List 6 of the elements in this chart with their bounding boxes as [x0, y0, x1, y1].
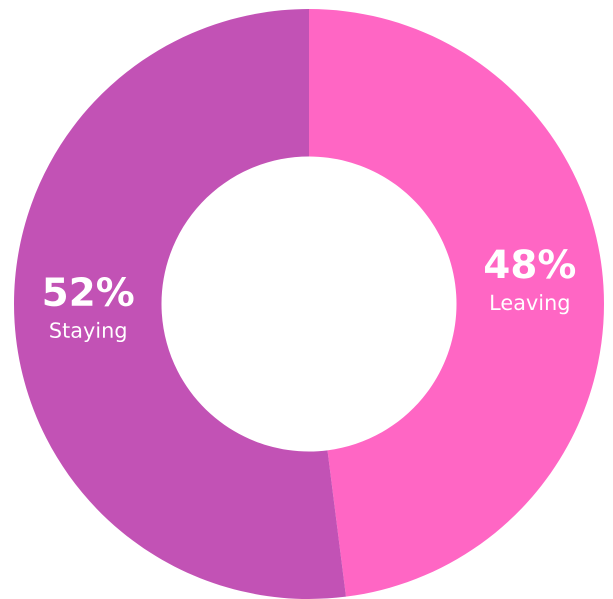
- donut-slice: [309, 9, 604, 597]
- donut-slice: [14, 9, 346, 599]
- slice-label: Staying: [50, 322, 126, 342]
- data-label: 48%: [485, 249, 576, 279]
- slice-label: Leaving: [491, 294, 569, 314]
- data-label: 52%: [44, 276, 134, 306]
